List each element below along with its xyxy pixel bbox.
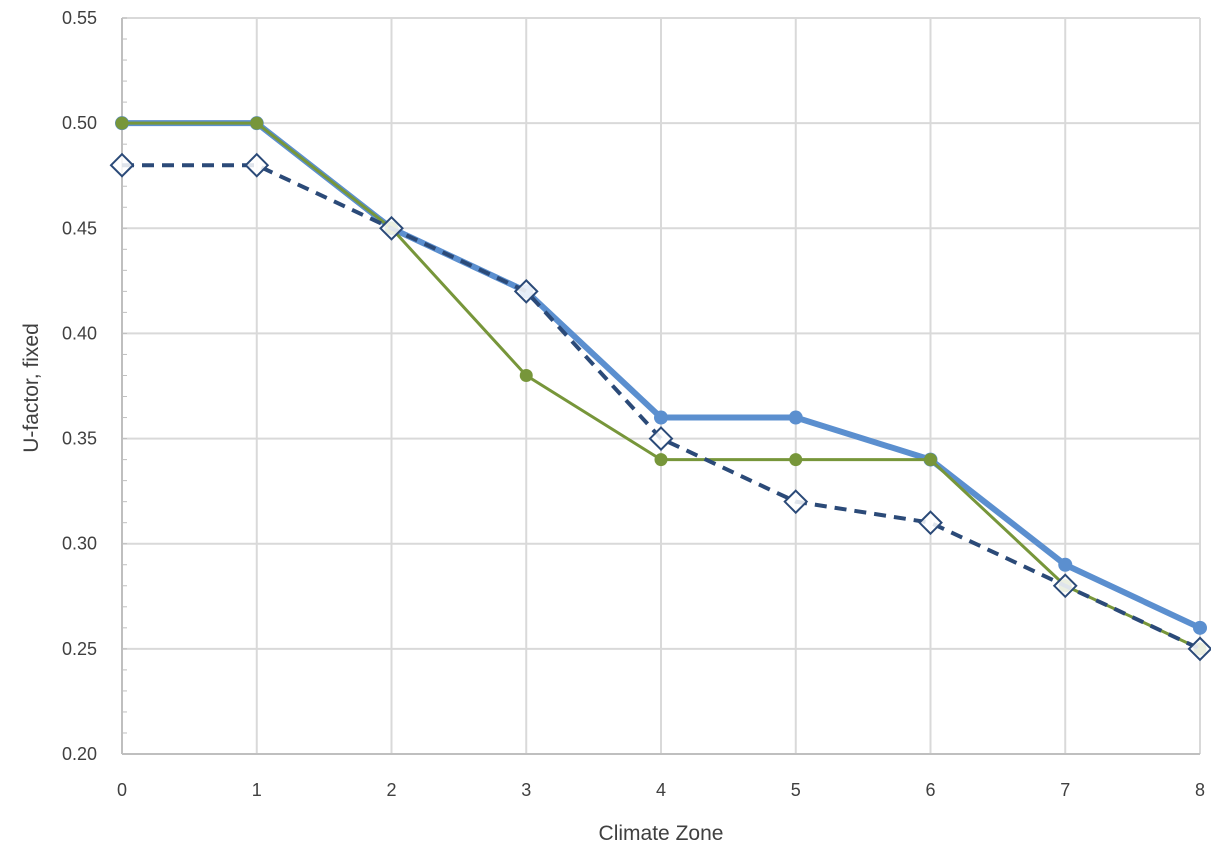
x-axis-title: Climate Zone [599,822,724,845]
series-3-point [783,489,809,515]
series-3-point [513,278,539,304]
y-tick-label: 0.20 [62,744,97,764]
x-tick-label: 8 [1195,780,1205,800]
series-2-point [789,453,803,467]
x-tick-label: 6 [925,780,935,800]
series-2-point [250,116,264,130]
y-tick-label: 0.55 [62,8,97,28]
tick-labels: 0.20 0.25 0.30 0.35 0.40 0.45 0.50 0.55 0 1 2 3 4 5 6 7… [62,8,1205,800]
series-1-point [788,410,803,425]
y-axis-title: U-factor, fixed [20,323,43,453]
x-tick-label: 3 [521,780,531,800]
series-1-point [1058,557,1073,572]
series-3-point [648,426,674,451]
chart-grid [121,17,1201,755]
chart-axes [121,17,1200,755]
series-2-point [519,368,533,382]
x-tick-label: 4 [656,780,666,800]
series-1-point [1193,620,1207,635]
series-3-point [379,215,404,241]
series-3-point [244,152,270,178]
y-tick-label: 0.40 [62,323,97,343]
y-tick-label: 0.25 [62,639,97,659]
y-tick-label: 0.30 [62,534,97,554]
y-tick-label: 0.35 [62,429,97,449]
x-tick-label: 2 [386,780,396,800]
series-2-point [654,453,668,467]
series-1-point [654,410,668,425]
series-3-point [918,510,943,536]
x-tick-label: 7 [1060,780,1070,800]
chart-series [109,116,1211,662]
y-tick-label: 0.50 [62,113,97,133]
series-3-point [1052,573,1078,599]
x-tick-label: 0 [117,780,127,800]
x-tick-label: 5 [791,780,801,800]
series-3-point [109,152,135,178]
x-tick-label: 1 [252,780,262,800]
series-2-point [924,453,937,467]
y-tick-label: 0.45 [62,218,97,238]
series-3-point [1187,636,1211,662]
series-2-point [115,116,129,130]
